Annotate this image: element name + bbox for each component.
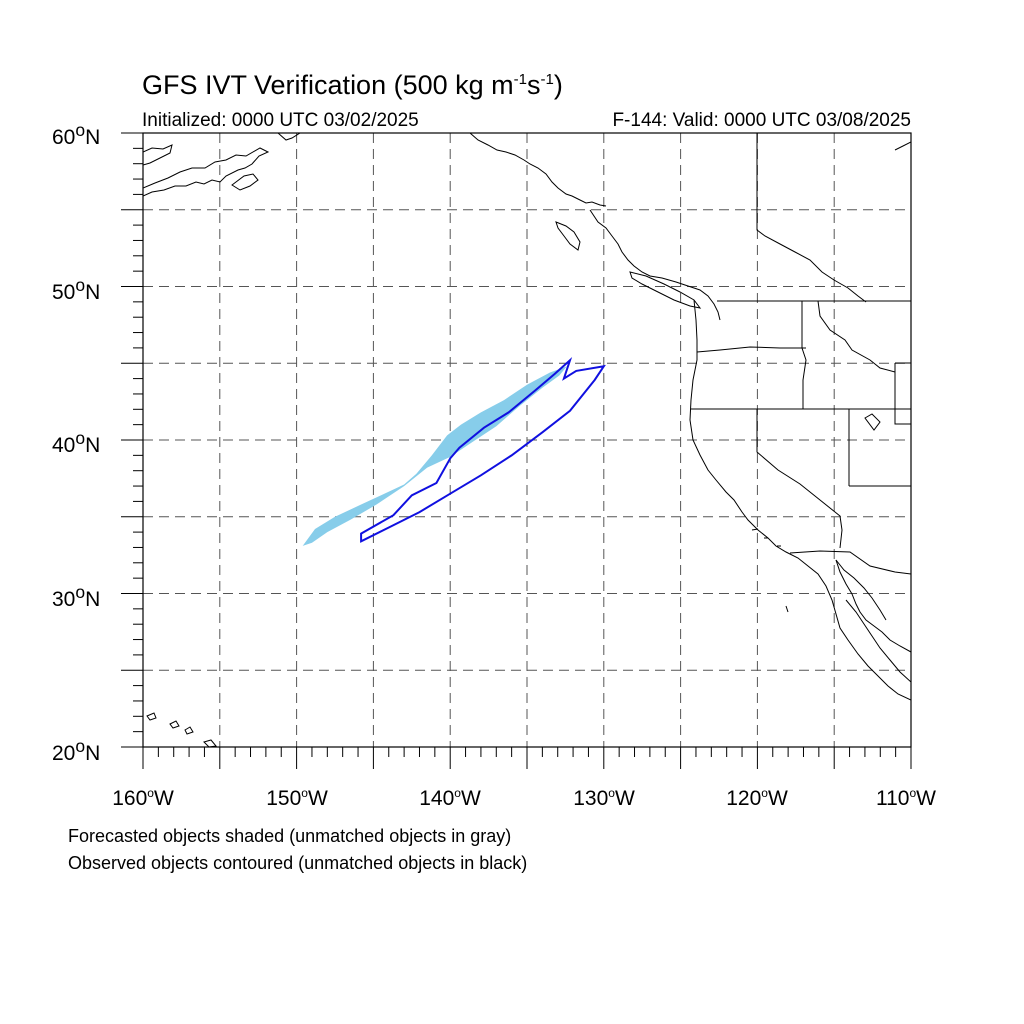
lat-label-50: 50oN [52,275,101,304]
lon-label-150w: 150oW [266,786,328,810]
alaska-gulf-coast [277,133,301,141]
lon-label-140w: 140oW [419,786,481,810]
kodiak-island [231,173,259,191]
forecast-note: Forecasted objects shaded (unmatched obj… [68,826,512,846]
california-nevada-border [756,409,843,549]
vancouver-island [629,271,702,309]
idaho-west-border [801,301,807,409]
lat-label-40: 40oN [52,428,101,457]
title-exp2: -1 [540,71,554,88]
lon-label-110w: 110oW [876,786,936,810]
gulf-of-california [835,559,887,621]
washington-oregon-border [696,346,806,353]
title-suffix: ) [553,70,563,100]
haida-gwaii [555,221,581,251]
lon-label-130w: 130oW [573,786,635,810]
title-prefix: GFS IVT Verification (500 kg m [142,70,514,100]
lat-label-30: 30oN [52,582,101,611]
lon-label-160w: 160oW [112,786,174,810]
chart-title: GFS IVT Verification (500 kg m-1s-1) [142,70,563,101]
alaska-peninsula [143,147,270,197]
baja-peninsula [835,559,911,653]
observed-note: Observed objects contoured (unmatched ob… [68,853,528,873]
hudson-coast-ne [894,141,911,151]
axis-ticks [121,132,912,769]
valid-time: F-144: Valid: 0000 UTC 03/08/2025 [612,110,911,131]
lon-label-120w: 120oW [726,786,788,810]
lat-label-60: 60oN [52,120,101,149]
canada-interior [756,133,867,303]
title-exp1: -1 [513,71,527,88]
utah-east-wyoming [894,362,911,425]
mexico-coast [845,599,911,683]
alaska-coast [143,144,173,166]
great-salt-lake [864,413,881,431]
se-alaska-coast [469,133,607,207]
initialized-time: Initialized: 0000 UTC 03/02/2025 [142,110,419,131]
bc-coast [589,209,721,321]
graticule-grid [143,133,911,747]
lat-label-20: 20oN [52,736,101,765]
title-mid: s [527,70,541,100]
us-west-coast [689,299,911,701]
idaho-montana-border [817,300,896,373]
us-mexico-border [789,550,911,575]
coastlines-and-borders [143,133,911,747]
channel-islands [751,528,789,613]
observed-object-contour [360,356,606,543]
hawaii-islands [146,712,217,747]
forecast-object-shaded [302,366,567,546]
